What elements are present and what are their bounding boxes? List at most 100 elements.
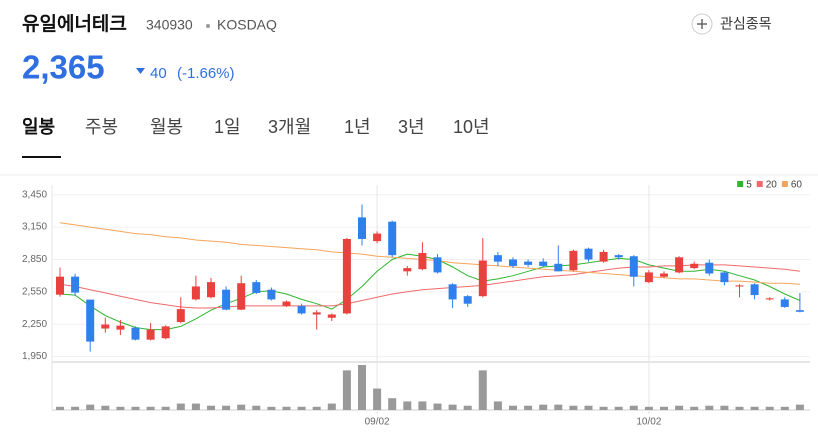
change: 40 (150, 65, 167, 82)
volume-bar (690, 406, 699, 410)
candle-body (524, 261, 533, 265)
candle-body (116, 325, 125, 330)
candle-body (463, 296, 472, 304)
candle-body (569, 250, 578, 271)
candle-body (101, 324, 110, 329)
volume-bar (448, 404, 457, 410)
candle-body (660, 273, 668, 277)
volume-bar (569, 405, 578, 410)
volume-bar (252, 405, 261, 410)
volume-bar (599, 406, 608, 410)
volume-bar (765, 406, 774, 410)
candle-body (388, 221, 397, 256)
volume-bar (720, 405, 729, 410)
legend-label: 20 (766, 180, 778, 191)
x-tick-label: 09/02 (365, 417, 390, 428)
moving-average (59, 222, 800, 285)
tab[interactable]: 1일 (214, 117, 241, 137)
volume-bar (554, 404, 563, 410)
tab[interactable]: 일봉 (22, 117, 55, 137)
volume-bar (342, 370, 351, 410)
candle-body (191, 286, 200, 300)
candle-body (690, 263, 699, 269)
tab[interactable]: 주봉 (85, 117, 118, 137)
candle-body (780, 299, 789, 307)
volume-bar (146, 406, 155, 410)
volume-bar (161, 406, 170, 410)
stock-name: 유일에너테크 (22, 13, 127, 35)
candle-body (509, 259, 517, 266)
volume-bar (629, 405, 638, 410)
volume-bar (735, 406, 744, 410)
volume-bar (373, 388, 382, 410)
active-tab-underline (22, 156, 61, 158)
volume-bar (358, 365, 366, 410)
separator-dot (206, 24, 210, 28)
volume-bar (614, 406, 623, 410)
candle-body (131, 327, 140, 340)
volume-bar (539, 404, 548, 410)
candle-body (675, 257, 684, 273)
tab[interactable]: 3개월 (268, 117, 311, 137)
plus-sign (697, 19, 707, 29)
candle-body (493, 255, 502, 262)
volume-bar (86, 404, 95, 410)
candle-body (750, 284, 759, 296)
legend-swatch (737, 181, 744, 187)
tab[interactable]: 1년 (344, 117, 371, 137)
volume-bar (267, 406, 276, 410)
candle-body (373, 233, 382, 242)
volume-bar (388, 398, 397, 410)
candle-body (222, 289, 231, 310)
candle-body (297, 305, 306, 314)
tab[interactable]: 3년 (398, 117, 425, 137)
legend-swatch (756, 181, 763, 187)
volume-bar (222, 405, 231, 410)
candle-body (267, 289, 276, 300)
legend-swatch (781, 181, 788, 187)
volume-bar (750, 406, 759, 410)
tab[interactable]: 월봉 (150, 117, 183, 137)
change-pct: (-1.66%) (177, 65, 235, 82)
candle-body (282, 301, 291, 306)
candle-body (614, 255, 623, 258)
candle-body (629, 256, 638, 277)
legend-label: 5 (746, 180, 752, 191)
candle-body (327, 314, 336, 318)
volume-bar (116, 406, 125, 410)
volume-bar (780, 406, 789, 410)
volume-bar (56, 406, 64, 410)
candle-body (584, 248, 593, 260)
candle-body (342, 238, 351, 314)
volume-bar (297, 406, 306, 410)
volume-bar (327, 403, 336, 410)
candle-body (644, 272, 653, 283)
candle-body (418, 252, 427, 270)
volume-bar (403, 401, 412, 410)
watch-label: 관심종목 (720, 16, 772, 32)
candle-body (720, 272, 729, 283)
candle-body (71, 276, 80, 293)
volume-bar (237, 404, 246, 410)
candle-body (312, 312, 321, 315)
candle-body (86, 299, 95, 342)
y-tick-label: 2,850 (22, 254, 47, 265)
candle-body (539, 261, 548, 266)
legend-label: 60 (791, 180, 803, 191)
watch-button[interactable]: 관심종목 (691, 13, 772, 35)
candle-body (207, 282, 215, 298)
volume-bar (584, 405, 593, 410)
candle-body (358, 217, 366, 239)
tab[interactable]: 10년 (453, 117, 490, 137)
y-tick-label: 3,450 (22, 189, 47, 200)
volume-bar (433, 403, 442, 410)
y-tick-label: 3,150 (22, 222, 47, 233)
candle-body (765, 298, 774, 300)
candle-body (56, 276, 64, 295)
volume-bar (176, 403, 185, 410)
stock-code: 340930 (146, 17, 193, 33)
y-tick-label: 2,250 (22, 319, 47, 330)
candle-body (252, 282, 261, 293)
volume-bar (312, 406, 321, 410)
